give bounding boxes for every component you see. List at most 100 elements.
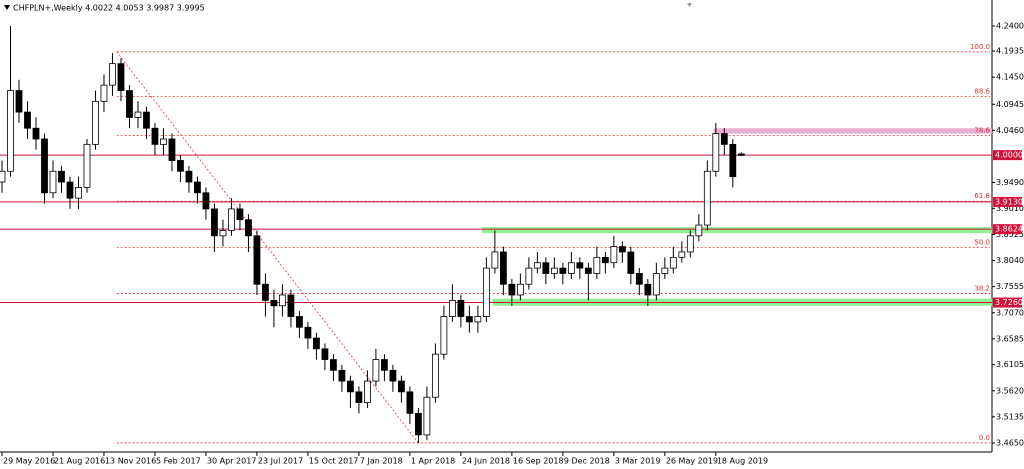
candle-body [525,267,533,285]
candle-body [347,380,354,393]
candle-body [686,235,694,253]
candle-body [610,246,618,264]
candle-body [593,256,601,274]
candle-body [24,111,31,129]
candle-body [712,133,720,172]
candle-body [66,181,74,199]
candle-body [729,143,737,178]
candle-body [109,63,116,86]
y-tick-label: 3.7555 [996,282,1024,291]
candle-body [7,90,14,172]
candle-body [92,100,99,145]
candle-body [414,412,422,436]
candle-body [482,267,490,317]
candle-body [279,294,286,307]
candle-body [313,337,320,350]
y-tick-label: 3.8040 [996,256,1024,265]
candle-body [491,251,499,269]
y-tick-label: 3.4650 [996,438,1024,447]
candle-body [296,316,303,328]
candle-body [652,273,660,296]
x-tick-label: 7 Jan 2018 [360,457,403,466]
x-tick-label: 30 Apr 2017 [207,457,256,466]
candle-body [211,208,218,237]
price-tag-label: 3.8624 [995,225,1023,234]
fib-label: 61.8 [974,192,990,200]
candle-body [134,111,142,118]
x-tick-label: 23 Jul 2017 [258,457,303,466]
candle-body [202,192,210,210]
candle-body [270,299,278,307]
x-tick-label: 16 Sep 2018 [513,457,564,466]
y-tick-label: 3.8525 [996,230,1024,239]
candle-body [635,273,643,285]
scroll-arrow[interactable] [687,3,692,7]
y-tick-label: 4.0945 [996,100,1024,109]
candle-body [542,262,550,274]
candle-body [49,170,57,194]
fib-label: 78.6 [974,127,990,135]
x-tick-label: 15 Oct 2017 [309,457,358,466]
candle-body [499,251,507,285]
candle-body [15,90,23,113]
candle-body [219,230,227,237]
price-tag [993,224,1022,235]
candle-body [431,353,439,398]
candle-body [355,391,363,404]
candle-body [151,127,159,145]
candle-body [389,369,397,382]
candle-body [397,380,405,393]
y-tick-label: 4.1450 [996,73,1024,82]
candle-body [32,127,40,140]
candle-body [550,267,558,274]
y-tick-label: 4.2400 [996,21,1024,30]
candle-body [737,153,745,156]
candle-body [177,160,184,172]
candle-body [338,369,346,382]
candle-body [126,90,133,118]
candle-body [601,256,609,264]
fib-label: 0.0 [979,434,990,442]
candle-body [559,267,567,274]
x-tick-label: 18 Aug 2019 [717,457,768,466]
x-tick-label: 13 Nov 2016 [105,457,156,466]
candle-body [695,224,703,237]
zone [713,128,992,134]
candle-body [321,348,329,360]
candle-body [304,326,312,339]
candle-body [100,84,108,102]
candle-body [236,208,244,221]
candle-body [516,283,524,296]
candle-body [0,170,6,183]
candle-body [567,262,575,274]
candle-body [669,256,677,269]
candle-body [75,186,82,199]
price-tag [993,196,1022,207]
y-tick-label: 3.6105 [996,360,1024,369]
candle-body [194,181,201,194]
y-tick-label: 3.9490 [996,178,1024,187]
candle-body [465,316,473,323]
fib-label: 38.2 [974,285,990,293]
candle-body [720,133,728,145]
candle-body [228,208,235,231]
price-tag-label: 3.9130 [995,197,1023,206]
candle-body [117,63,125,91]
y-tick-label: 4.1935 [996,47,1024,56]
x-tick-label: 29 May 2016 [3,457,55,466]
candle-body [262,283,269,301]
candle-body [457,299,465,317]
candle-body [287,294,295,317]
candle-body [474,316,482,323]
price-tag-label: 3.7260 [995,298,1023,307]
candle-body [423,396,431,436]
price-tag [993,150,1022,161]
candle-body [703,170,711,226]
fib-label: 88.6 [974,87,990,95]
candle-body [143,111,150,129]
candle-body [661,267,669,274]
fib-label: 100.0 [970,43,990,51]
candle-body [576,262,584,269]
menu-arrow[interactable] [4,5,10,10]
